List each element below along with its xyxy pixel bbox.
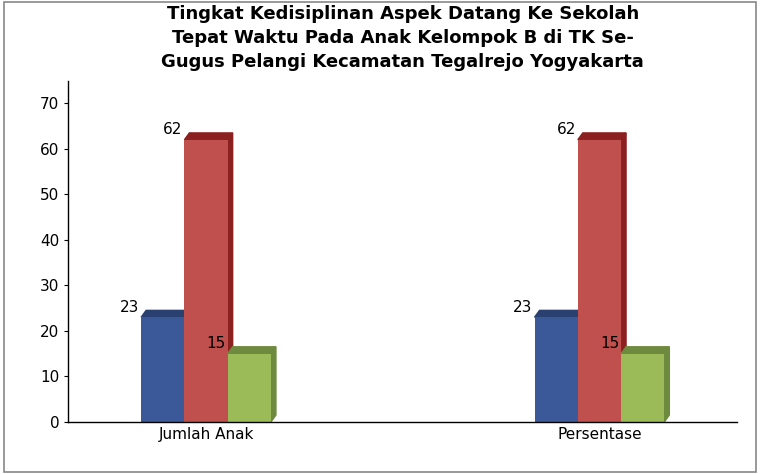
Bar [228, 354, 271, 422]
Polygon shape [141, 310, 189, 317]
Polygon shape [578, 133, 626, 140]
Polygon shape [185, 310, 189, 422]
Polygon shape [664, 347, 670, 422]
Polygon shape [621, 133, 626, 422]
Polygon shape [578, 310, 583, 422]
Text: 23: 23 [120, 300, 139, 315]
Bar [578, 140, 621, 422]
Text: 23: 23 [513, 300, 533, 315]
Text: 62: 62 [163, 122, 182, 137]
Bar [621, 354, 664, 422]
Bar [534, 317, 578, 422]
Bar [185, 140, 228, 422]
Polygon shape [185, 133, 233, 140]
Polygon shape [271, 347, 276, 422]
Polygon shape [534, 310, 583, 317]
Polygon shape [228, 133, 233, 422]
Text: 15: 15 [600, 337, 619, 351]
Polygon shape [621, 347, 670, 354]
Polygon shape [228, 347, 276, 354]
Text: 15: 15 [207, 337, 226, 351]
Title: Tingkat Kedisiplinan Aspek Datang Ke Sekolah
Tepat Waktu Pada Anak Kelompok B di: Tingkat Kedisiplinan Aspek Datang Ke Sek… [161, 6, 644, 71]
Text: 62: 62 [556, 122, 576, 137]
Bar [141, 317, 185, 422]
